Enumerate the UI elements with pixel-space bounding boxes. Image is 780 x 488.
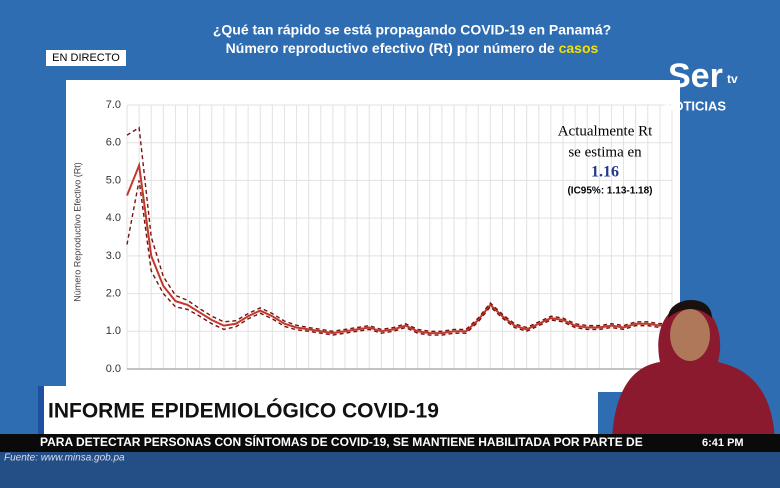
subtitle-highlight: casos xyxy=(559,40,599,56)
series-line xyxy=(126,161,673,335)
y-tick-label: 6.0 xyxy=(106,137,121,149)
interpreter-hair xyxy=(668,299,712,318)
annotation-line: se estima en xyxy=(568,144,642,160)
subtitle-text: Número reproductivo efectivo (Rt) por nú… xyxy=(226,40,559,56)
annotation-value: 1.16 xyxy=(591,164,619,181)
logo: Ser xyxy=(668,57,723,95)
sign-interpreter xyxy=(612,305,775,440)
interpreter-face xyxy=(670,309,710,361)
banner-text: INFORME EPIDEMIOLÓGICO COVID-19 xyxy=(48,399,439,423)
source: Fuente: www.minsa.gob.pa xyxy=(4,453,125,464)
series-line xyxy=(126,180,673,336)
annotation-ci: (IC95%: 1.13-1.18) xyxy=(567,186,652,197)
chart-title: ¿Qué tan rápido se está propagando COVID… xyxy=(213,22,611,38)
y-tick-label: 4.0 xyxy=(106,212,121,224)
chart-panel xyxy=(66,80,680,392)
y-tick-label: 2.0 xyxy=(106,287,121,299)
y-tick-label: 3.0 xyxy=(106,250,121,262)
annotation-line: Actualmente Rt xyxy=(558,123,653,139)
banner xyxy=(38,386,598,434)
live-label: EN DIRECTO xyxy=(52,52,120,64)
bottom-strip xyxy=(0,452,780,488)
y-tick-label: 5.0 xyxy=(106,174,121,186)
live-badge xyxy=(46,50,126,66)
y-tick-label: 7.0 xyxy=(106,99,121,111)
banner-accent xyxy=(38,386,44,434)
y-tick-label: 0.0 xyxy=(106,363,121,375)
chart-subtitle: Número reproductivo efectivo (Rt) por nú… xyxy=(226,40,599,56)
ticker-text: PARA DETECTAR PERSONAS CON SÍNTOMAS DE C… xyxy=(40,434,643,449)
series-line xyxy=(126,126,673,332)
y-tick-label: 1.0 xyxy=(106,325,121,337)
y-axis-label: Número Reproductivo Efectivo (Rt) xyxy=(72,162,82,302)
time-box xyxy=(690,434,780,452)
logo-suffix: tv xyxy=(727,72,738,86)
clock: 6:41 PM xyxy=(702,437,744,449)
logo-sub: NOTICIAS xyxy=(664,98,726,113)
ticker-bar xyxy=(0,434,780,452)
